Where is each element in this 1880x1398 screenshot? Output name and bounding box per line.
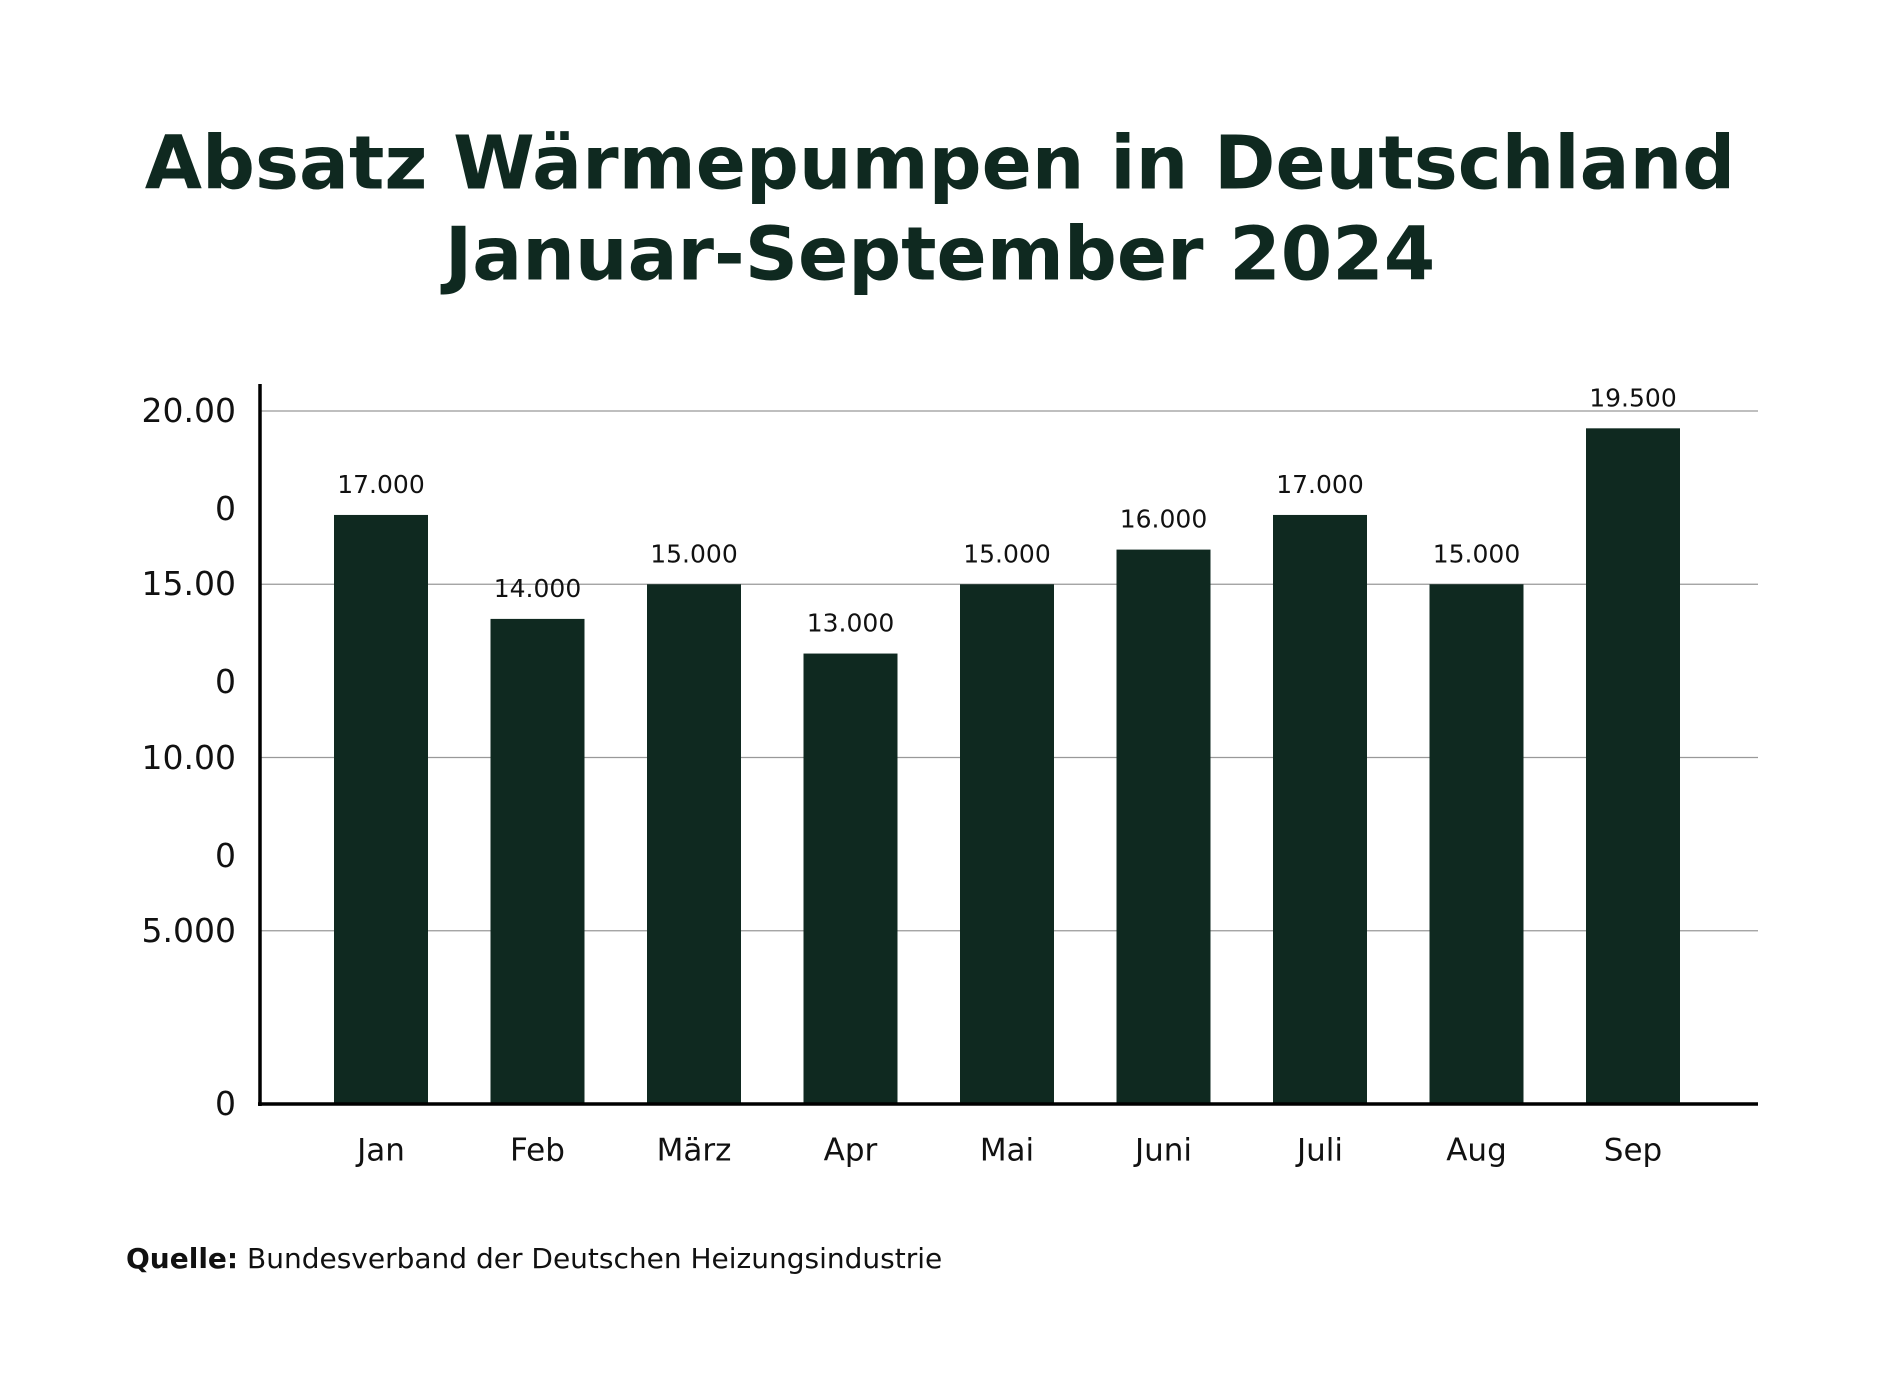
bar <box>1273 514 1367 1104</box>
chart-subtitle: Januar-September 2024 <box>440 212 1435 298</box>
y-tick-label: 10.000 <box>141 737 236 875</box>
value-label: 17.000 <box>1276 470 1363 499</box>
value-label: 15.000 <box>650 539 737 568</box>
x-tick-label: Juli <box>1295 1133 1343 1169</box>
bar <box>490 618 585 1104</box>
value-label: 13.000 <box>807 609 894 638</box>
bar <box>960 584 1054 1104</box>
value-label: 15.000 <box>963 539 1050 568</box>
bar <box>803 653 898 1104</box>
source-label: Quelle: <box>126 1242 239 1275</box>
source-text: Bundesverband der Deutschen Heizungsindu… <box>247 1242 943 1275</box>
bar <box>1586 428 1680 1104</box>
value-label: 15.000 <box>1433 539 1520 568</box>
y-tick-label: 0 <box>215 1084 236 1123</box>
x-tick-label: Feb <box>510 1133 565 1169</box>
value-label: 17.000 <box>337 470 424 499</box>
source: Quelle: Bundesverband der Deutschen Heiz… <box>126 1242 942 1275</box>
x-tick-label: Juni <box>1133 1133 1192 1169</box>
x-tick-label: Mai <box>980 1133 1034 1169</box>
x-tick-label: Apr <box>824 1133 878 1169</box>
x-tick-label: Aug <box>1446 1133 1507 1169</box>
x-tick-label: März <box>657 1133 732 1169</box>
y-tick-label: 20.000 <box>141 391 236 528</box>
value-label: 16.000 <box>1120 505 1207 534</box>
bar <box>1429 584 1524 1104</box>
x-tick-label: Sep <box>1604 1133 1662 1169</box>
chart-title: Absatz Wärmepumpen in Deutschland <box>145 121 1736 207</box>
y-tick-label: 5.000 <box>141 910 236 950</box>
value-label: 19.500 <box>1589 383 1676 412</box>
x-tick-label: Jan <box>355 1133 405 1169</box>
bar <box>1116 549 1211 1104</box>
bar <box>647 584 741 1104</box>
bar <box>334 514 428 1104</box>
value-label: 14.000 <box>494 574 581 603</box>
y-tick-label: 15.000 <box>141 564 236 702</box>
